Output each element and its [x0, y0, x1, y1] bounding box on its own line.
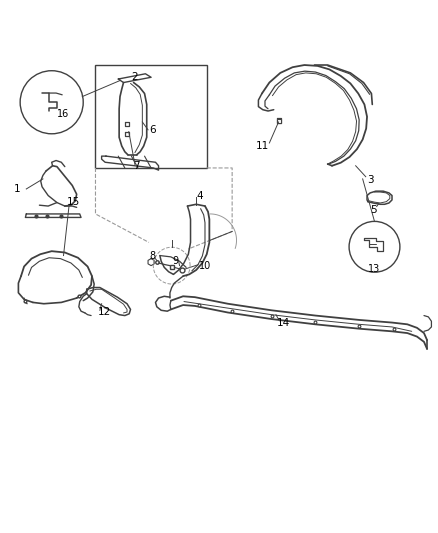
Text: 1: 1 [14, 184, 21, 194]
Text: 6: 6 [149, 125, 156, 135]
Text: 2: 2 [131, 72, 138, 82]
Text: 14: 14 [277, 318, 290, 328]
Bar [95, 65, 207, 168]
Text: 16: 16 [57, 109, 70, 119]
Text: 11: 11 [256, 141, 269, 151]
Text: 4: 4 [196, 190, 203, 200]
Text: 5: 5 [370, 205, 377, 215]
Text: 3: 3 [367, 175, 374, 185]
Text: 12: 12 [98, 308, 111, 318]
Text: 7: 7 [133, 161, 140, 171]
Text: 10: 10 [199, 261, 211, 271]
Text: 8: 8 [149, 251, 155, 261]
Text: 15: 15 [67, 197, 80, 207]
Text: 9: 9 [172, 256, 178, 266]
Text: 13: 13 [368, 264, 381, 273]
